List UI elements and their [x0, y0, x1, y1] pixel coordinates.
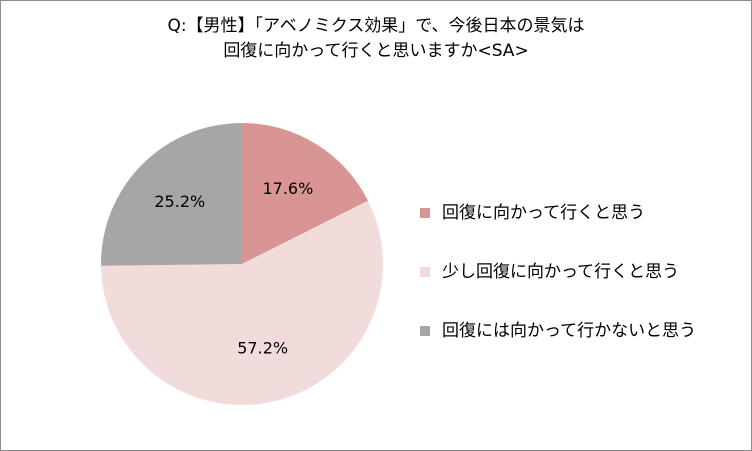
legend-label-3: 回復には向かって行かないと思う [442, 321, 697, 341]
legend-swatch-3 [420, 326, 430, 336]
chart-title-line-2: 回復に向かって行くと思いますか<SA> [223, 41, 529, 61]
legend-swatch-1 [420, 208, 430, 218]
chart-title: Q:【男性】「アベノミクス効果」で、今後日本の景気は 回復に向かって行くと思いま… [0, 14, 752, 64]
pie-data-label-1: 17.6% [262, 179, 313, 198]
pie-data-label-2: 57.2% [237, 338, 288, 357]
pie-slice-2 [101, 200, 383, 405]
pie-data-label-3: 25.2% [154, 192, 205, 211]
legend-label-1: 回復に向かって行くと思う [442, 203, 646, 223]
pie-slice-3 [100, 123, 242, 266]
legend-swatch-2 [420, 267, 430, 277]
chart-title-line-1: Q:【男性】「アベノミクス効果」で、今後日本の景気は [167, 16, 585, 36]
legend-label-2: 少し回復に向かって行くと思う [442, 262, 680, 282]
pie-slice-1 [242, 123, 369, 264]
